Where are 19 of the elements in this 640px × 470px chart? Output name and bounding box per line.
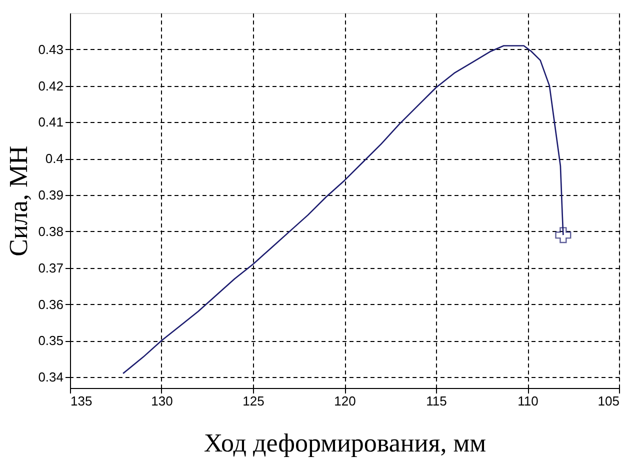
- x-tick-label: 110: [518, 394, 538, 408]
- y-tick-label: 0.35: [38, 333, 64, 348]
- x-tick-label: 135: [70, 394, 92, 408]
- x-tick-label: 125: [242, 394, 264, 408]
- x-tick-label: 120: [334, 394, 356, 408]
- y-tick-label: 0.39: [38, 188, 64, 203]
- x-tick-label: 130: [151, 394, 173, 408]
- x-tick-label: 105: [598, 394, 620, 408]
- y-tick-label: 0.43: [38, 42, 64, 57]
- y-tick-label: 0.37: [38, 260, 64, 276]
- y-tick-label: 0.4: [45, 151, 64, 166]
- y-axis-title: Сила, МН: [4, 145, 34, 256]
- x-axis-title: Ход деформирования, мм: [204, 428, 486, 458]
- y-tick-label: 0.34: [38, 370, 64, 385]
- y-tick-label: 0.36: [38, 296, 64, 312]
- x-tick-label: 115: [426, 394, 447, 408]
- y-tick-label: 0.38: [38, 224, 64, 239]
- y-tick-label: 0.41: [38, 114, 64, 130]
- y-tick-label: 0.42: [38, 78, 64, 94]
